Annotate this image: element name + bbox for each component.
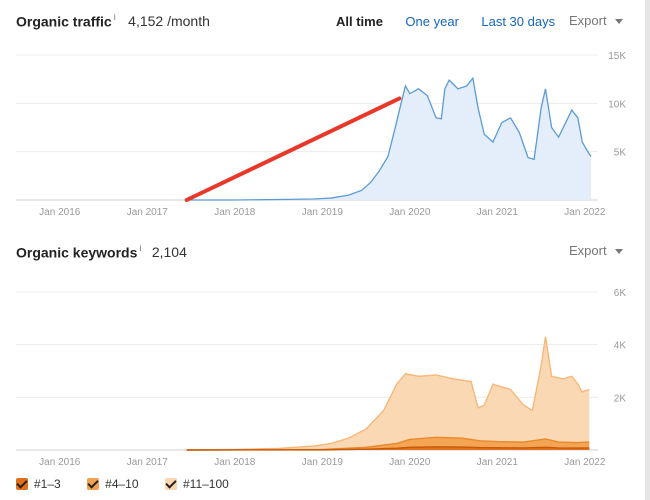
organic-keywords-header: Organic keywords i 2,104 [16,243,187,262]
x-tick-label: Jan 2019 [302,457,344,468]
legend-label: #4–10 [105,477,139,491]
legend-item-top100[interactable]: #11–100 [164,477,229,491]
x-tick-label: Jan 2022 [564,457,606,468]
chevron-down-icon [614,19,623,25]
x-tick-label: Jan 2017 [127,207,169,218]
range-tabs: All time One year Last 30 days [336,13,555,31]
x-tick-label: Jan 2018 [214,207,256,218]
legend-item-top3[interactable]: #1–3 [16,477,61,491]
x-tick-label: Jan 2018 [214,457,256,468]
export-button-traffic[interactable]: Export [569,13,623,28]
y-tick-label: 10K [608,99,626,110]
y-tick-label: 5K [614,148,627,159]
export-label: Export [569,13,607,28]
export-button-keywords[interactable]: Export [569,243,623,258]
series-line [186,336,590,451]
organic-traffic-title: Organic traffic [16,13,112,30]
x-tick-label: Jan 2021 [477,457,519,468]
x-tick-label: Jan 2021 [477,207,519,218]
x-tick-label: Jan 2022 [564,207,606,218]
range-one-year[interactable]: One year [405,14,459,29]
x-tick-label: Jan 2019 [302,207,344,218]
organic-traffic-value: 4,152 /month [128,13,210,30]
trend-annotation-line [184,96,402,202]
scrollbar-track[interactable] [645,0,650,500]
series-area [186,446,590,450]
y-tick-label: 2K [614,393,627,404]
range-last-30-days[interactable]: Last 30 days [481,14,556,29]
info-icon[interactable]: i [139,243,142,253]
legend-label: #1–3 [34,477,61,491]
checkbox-icon[interactable] [164,478,177,490]
x-tick-label: Jan 2020 [389,207,431,218]
organic-keywords-title: Organic keywords [16,244,138,261]
checkbox-icon[interactable] [16,478,28,490]
y-tick-label: 4K [614,341,627,352]
series-area [186,437,590,450]
chevron-down-icon [614,249,623,255]
organic-traffic-header: Organic traffic i 4,152 /month [16,12,210,31]
y-tick-label: 15K [608,51,626,62]
series-area [186,336,590,450]
x-tick-label: Jan 2017 [127,457,169,468]
series-line [186,446,590,451]
range-all-time[interactable]: All time [336,14,383,29]
x-tick-label: Jan 2020 [389,457,431,468]
export-label: Export [569,243,607,258]
legend-item-top10[interactable]: #4–10 [87,477,139,491]
legend-label: #11–100 [182,477,229,491]
legend: #1–3 #4–10 #11–100 [16,477,251,495]
checkbox-icon[interactable] [87,478,100,490]
x-tick-label: Jan 2016 [39,207,81,218]
y-tick-label: 6K [614,288,627,299]
info-icon[interactable]: i [113,12,116,22]
series-area [186,78,591,200]
organic-keywords-chart: 2K 4K 6K Jan 2016 Jan 2017 Jan 2018 Jan 2019 Ja… [16,288,627,468]
x-tick-label: Jan 2016 [39,457,81,468]
series-line [186,76,592,201]
series-line [186,436,590,451]
organic-keywords-value: 2,104 [151,244,187,261]
organic-traffic-chart: 5K 10K 15K Jan 2016 Jan 2017 Jan 2018 Jan 2019… [16,51,627,218]
